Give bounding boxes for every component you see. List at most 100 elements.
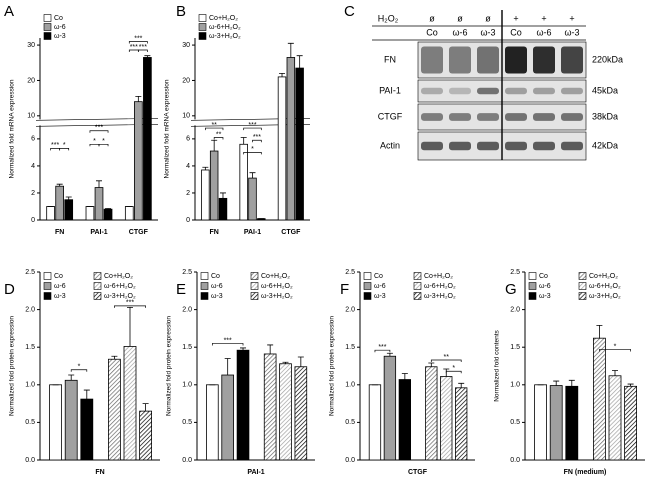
legend-label: ω-3 [54, 293, 66, 300]
legend-swatch [250, 292, 259, 300]
legend-swatch [578, 282, 587, 290]
panel-letter: D [4, 281, 15, 298]
significance-label: *** [126, 300, 134, 307]
legend-swatch [43, 23, 52, 31]
blot-band [505, 141, 527, 151]
legend-swatch [363, 282, 372, 290]
error-bar [135, 95, 142, 102]
bar [295, 67, 304, 221]
panel-letter: E [176, 281, 186, 298]
significance-bracket [211, 343, 244, 346]
protein-label: FN [384, 54, 396, 64]
error-bar [96, 180, 102, 188]
legend-swatch [250, 282, 259, 290]
size-label: 45kDa [592, 85, 618, 95]
significance-label: * [102, 138, 105, 145]
y-axis-label: Normalized fold protein expression [166, 316, 173, 416]
legend-swatch [200, 292, 209, 300]
legend-label: Co+H₂O₂ [424, 273, 453, 280]
bar [143, 57, 152, 221]
legend-label: Co+H₂O₂ [209, 15, 238, 22]
significance-label: ** [211, 122, 217, 129]
legend-swatch [413, 272, 422, 280]
bar [248, 177, 257, 221]
significance-label: * [93, 138, 96, 145]
significance-bracket [59, 147, 70, 151]
y-axis-label: Normalized fold contents [494, 329, 501, 401]
bar [80, 398, 94, 461]
blot-band [449, 113, 471, 121]
y-tick-label: 0 [186, 217, 190, 224]
significance-label: ** [444, 354, 450, 361]
bar [277, 76, 287, 221]
protein-label: Actin [380, 140, 400, 150]
bar [383, 355, 397, 461]
significance-label: *** [51, 142, 59, 149]
error-bar [65, 196, 72, 200]
blot-band [477, 46, 499, 74]
y-tick-label: 1.0 [345, 382, 355, 389]
y-tick-label: 2.5 [345, 269, 355, 276]
legend-swatch [413, 282, 422, 290]
blot-band [421, 87, 443, 95]
bar [440, 376, 453, 461]
error-bar [127, 306, 133, 347]
blot-band [505, 46, 527, 74]
y-tick-label: 1.5 [510, 344, 520, 351]
bar [565, 385, 579, 461]
size-label: 42kDa [592, 140, 618, 150]
blot-band [505, 87, 527, 95]
y-tick-label: 6 [186, 136, 190, 143]
y-tick-label: 2.0 [25, 306, 35, 313]
y-tick-label: 2.0 [345, 306, 355, 313]
legend-swatch [93, 272, 102, 280]
lane-label: ω-3 [564, 27, 579, 37]
significance-bracket [430, 359, 462, 362]
y-axis-label: Normalized fold mRNA expression [9, 79, 16, 178]
blot-band [421, 113, 443, 121]
legend-swatch [198, 23, 207, 31]
treatment-label: H₂O₂ [378, 13, 399, 23]
error-bar [142, 403, 149, 412]
legend-label: Co+H₂O₂ [589, 273, 618, 280]
significance-label: *** [134, 35, 142, 42]
bar [123, 346, 137, 461]
lane-label: Co [510, 27, 522, 37]
y-tick-label: 1.0 [25, 382, 35, 389]
significance-bracket [205, 127, 224, 131]
treatment-symbol: ø [429, 13, 435, 23]
legend-label: ω-3 [539, 293, 551, 300]
treatment-symbol: + [569, 13, 574, 23]
significance-bracket [243, 127, 262, 131]
y-tick-label: 0 [31, 217, 35, 224]
significance-bracket [243, 152, 262, 155]
error-bar [240, 347, 247, 351]
bar [398, 379, 412, 461]
blot-band [449, 46, 471, 74]
bar [218, 197, 228, 221]
blot-band [561, 46, 583, 74]
legend-label: ω-3+H₂O₂ [424, 293, 456, 300]
panel-letter: B [176, 3, 186, 20]
legend-label: ω-3 [374, 293, 386, 300]
error-bar [240, 137, 247, 145]
legend-swatch [528, 272, 537, 280]
error-bar [287, 42, 294, 58]
legend-swatch [198, 14, 207, 22]
x-tick-label: FN [95, 469, 104, 476]
legend-label: ω-3 [211, 293, 223, 300]
y-tick-label: 0.5 [182, 419, 192, 426]
error-bar [458, 382, 465, 388]
y-tick-label: 0.5 [25, 419, 35, 426]
legend-swatch [363, 292, 372, 300]
blot-band [533, 113, 555, 121]
bar [206, 384, 219, 461]
legend-label: ω-6+H₂O₂ [424, 283, 456, 290]
legend-swatch [413, 292, 422, 300]
significance-label: *** [139, 44, 147, 51]
lane-label: ω-3 [480, 27, 495, 37]
y-tick-label: 0.0 [510, 457, 520, 464]
panel-letter: C [344, 3, 355, 20]
legend-label: Co+H₂O₂ [261, 273, 290, 280]
